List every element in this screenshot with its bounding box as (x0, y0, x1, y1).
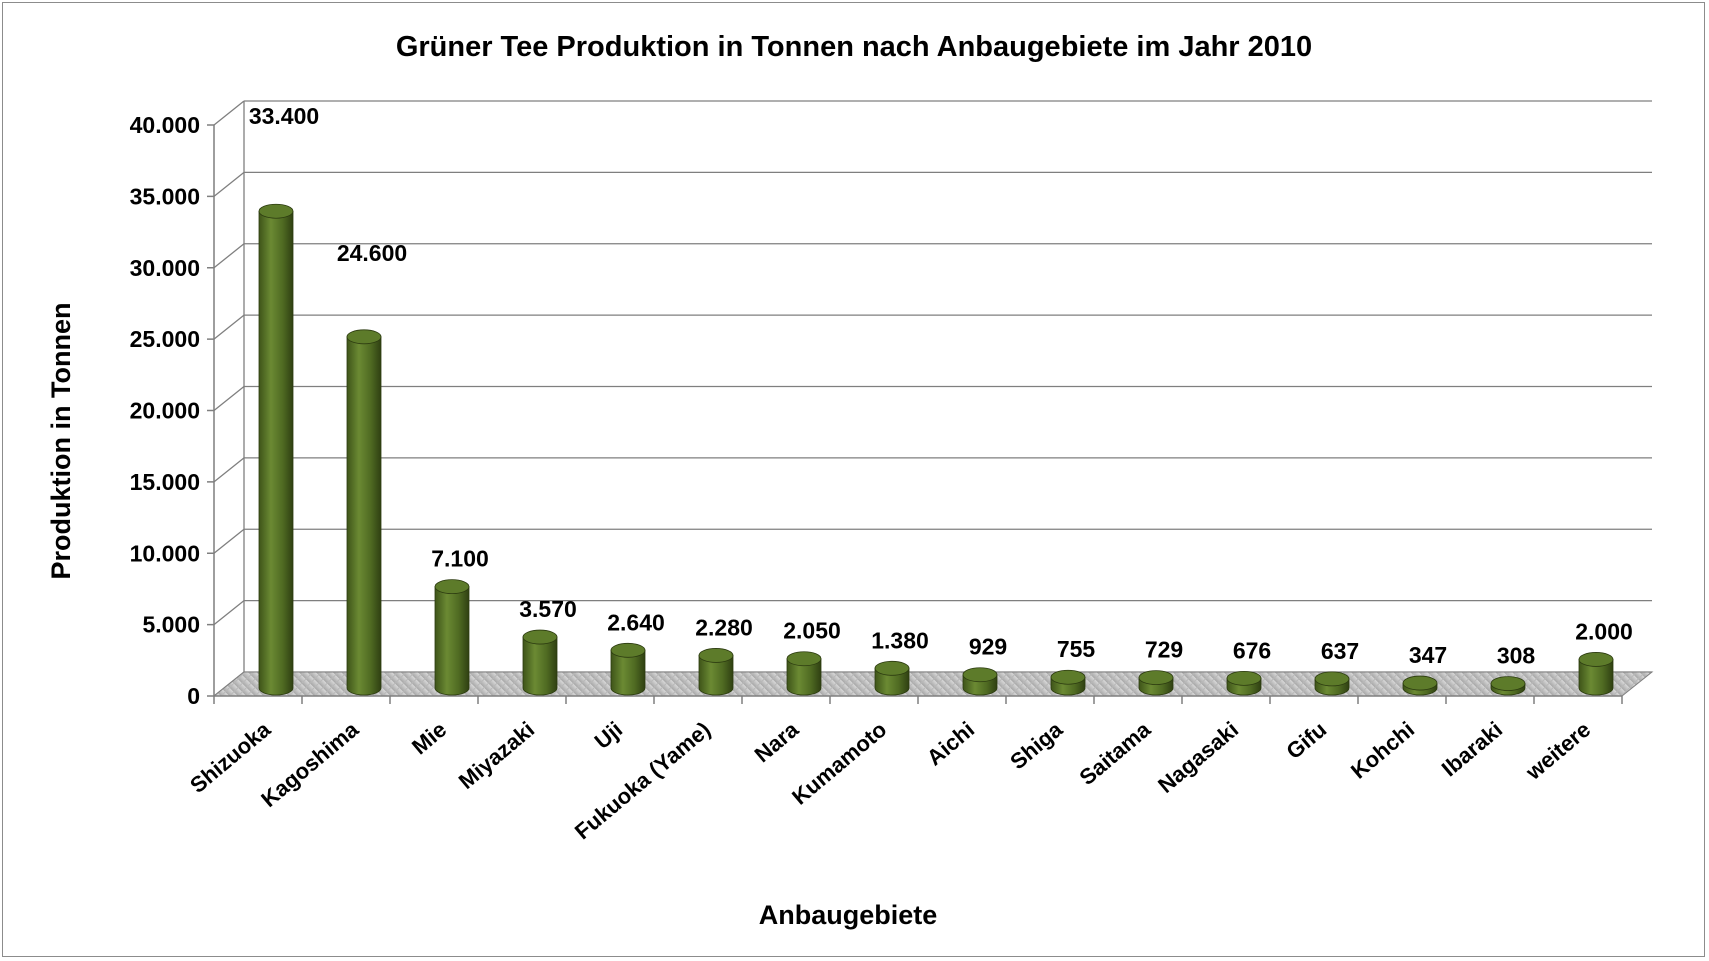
x-category-label: Ibaraki (1437, 717, 1507, 782)
bar-body (346, 336, 382, 696)
bar-top (434, 579, 470, 595)
bar (346, 329, 382, 696)
bar-top (962, 667, 998, 683)
bar-body (874, 667, 910, 696)
bar-body (434, 586, 470, 696)
bar (786, 651, 822, 696)
x-category-label: weitere (1520, 717, 1595, 786)
y-axis-ticks: 0 5.000 10.000 15.000 20.000 25.000 30.000 35.0… (130, 112, 214, 709)
data-label: 929 (969, 634, 1007, 660)
bar-top (698, 648, 734, 663)
gridline-side (213, 314, 245, 340)
bar-top (1490, 676, 1526, 692)
bar (962, 667, 998, 696)
bar-body (258, 210, 294, 696)
gridline-side (213, 243, 245, 269)
data-label: 755 (1057, 636, 1096, 662)
y-tick-label: 30.000 (130, 255, 200, 281)
bar-top (874, 660, 910, 676)
bar (1314, 671, 1350, 696)
gridline-side (213, 385, 245, 412)
bar (1578, 652, 1614, 696)
x-category-label: Saitama (1074, 716, 1155, 790)
data-label: 24.600 (337, 240, 407, 266)
y-tick-label: 0 (187, 683, 200, 709)
gridline-side (213, 600, 245, 626)
x-axis-title: Anbaugebiete (759, 900, 938, 930)
bar (1138, 670, 1174, 696)
bar-top (1578, 652, 1614, 667)
data-label: 33.400 (249, 103, 319, 129)
bar-body (522, 636, 558, 696)
data-label: 2.000 (1575, 618, 1633, 644)
y-tick-label: 25.000 (130, 326, 200, 352)
x-category-label: Shizuoka (185, 716, 276, 798)
bar-top (522, 629, 558, 645)
bar (874, 660, 910, 696)
x-category-label: Miyazaki (454, 717, 539, 794)
gridline-side (213, 171, 245, 197)
bar-top (1138, 670, 1174, 685)
bar-top (346, 329, 382, 345)
y-tick-label: 15.000 (130, 469, 200, 495)
gridline-side (213, 100, 245, 126)
x-category-label: Kumamoto (787, 717, 891, 810)
gridline-side (213, 457, 245, 483)
y-axis-title: Produktion in Tonnen (46, 303, 76, 580)
x-category-label: Uji (590, 717, 628, 754)
chart-floor (212, 125, 1654, 697)
bar-top (1314, 671, 1350, 687)
bar-body (1578, 659, 1614, 696)
gridline-side (213, 528, 245, 554)
data-label: 676 (1233, 637, 1271, 663)
bar (1226, 670, 1262, 696)
x-category-label: Aichi (922, 717, 979, 771)
data-label: 2.050 (783, 618, 841, 644)
bar (610, 642, 646, 696)
x-category-label: Kohchi (1346, 717, 1419, 784)
bar-body (786, 658, 822, 696)
bar (258, 203, 294, 696)
y-tick-label: 10.000 (130, 540, 200, 566)
bar (1490, 676, 1526, 696)
x-category-label: Gifu (1281, 717, 1331, 764)
bar-top (1226, 670, 1262, 686)
x-category-label: Shiga (1005, 716, 1068, 774)
data-label: 1.380 (871, 627, 929, 653)
bar-top (610, 642, 646, 658)
x-category-label: Nara (750, 716, 804, 767)
data-label: 2.640 (607, 609, 665, 635)
data-label: 729 (1145, 637, 1183, 663)
y-tick-label: 5.000 (142, 612, 200, 638)
bar-body (698, 655, 734, 696)
gridlines (213, 100, 1652, 697)
data-label: 2.280 (695, 614, 753, 640)
y-tick-label: 40.000 (130, 112, 200, 138)
data-label: 7.100 (431, 546, 489, 572)
bar-body (610, 649, 646, 696)
bar-top (258, 203, 294, 219)
bar-top (786, 651, 822, 667)
chart-title: Grüner Tee Produktion in Tonnen nach Anb… (396, 31, 1312, 63)
bar (698, 648, 734, 696)
x-category-label: Nagasaki (1153, 717, 1243, 798)
x-category-label: Kagoshima (256, 716, 363, 812)
bar-top (1050, 669, 1086, 685)
bars (258, 203, 1614, 696)
data-labels: 33.400 24.600 7.100 3.570 2.640 2.280 2.050 1.3… (249, 103, 1633, 669)
bar (522, 629, 558, 696)
y-tick-label: 20.000 (130, 398, 200, 424)
data-label: 637 (1321, 638, 1359, 664)
bar-top (1402, 675, 1438, 691)
data-label: 308 (1497, 643, 1536, 669)
y-tick-label: 35.000 (130, 183, 200, 209)
bar (1050, 669, 1086, 696)
data-label: 3.570 (519, 596, 577, 622)
bar (434, 579, 470, 696)
x-category-label: Mie (407, 717, 451, 760)
data-label: 347 (1409, 642, 1447, 668)
bar (1402, 675, 1438, 696)
